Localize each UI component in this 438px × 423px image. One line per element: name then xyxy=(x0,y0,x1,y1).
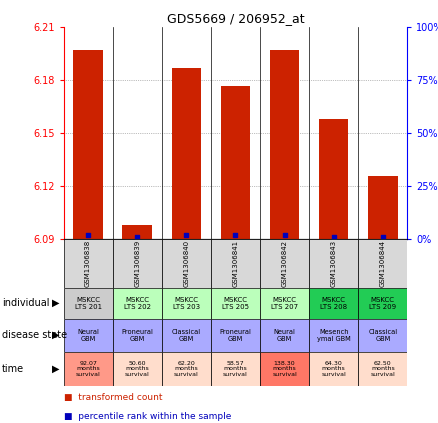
Bar xyxy=(358,319,407,352)
Text: Proneural
GBM: Proneural GBM xyxy=(121,329,153,341)
Text: ▶: ▶ xyxy=(52,364,59,374)
Text: GSM1306842: GSM1306842 xyxy=(282,240,287,287)
Bar xyxy=(211,288,260,319)
Bar xyxy=(211,239,260,288)
Bar xyxy=(358,352,407,386)
Bar xyxy=(368,176,398,239)
Text: MSKCC
LTS 208: MSKCC LTS 208 xyxy=(320,297,347,310)
Bar xyxy=(309,288,358,319)
Text: ▶: ▶ xyxy=(52,330,59,340)
Text: 62.20
months
survival: 62.20 months survival xyxy=(174,360,199,377)
Text: Neural
GBM: Neural GBM xyxy=(77,329,99,341)
Text: GSM1306839: GSM1306839 xyxy=(134,240,140,287)
Text: ▶: ▶ xyxy=(52,298,59,308)
Bar xyxy=(319,119,348,239)
Text: Mesench
ymal GBM: Mesench ymal GBM xyxy=(317,329,350,341)
Bar xyxy=(172,68,201,239)
Text: GSM1306844: GSM1306844 xyxy=(380,240,386,287)
Text: ■  percentile rank within the sample: ■ percentile rank within the sample xyxy=(64,412,231,420)
Point xyxy=(379,233,386,240)
Bar xyxy=(260,352,309,386)
Bar xyxy=(113,352,162,386)
Text: 50.60
months
survival: 50.60 months survival xyxy=(125,360,149,377)
Point xyxy=(134,233,141,240)
Text: time: time xyxy=(2,364,25,374)
Bar xyxy=(113,288,162,319)
Bar xyxy=(270,50,299,239)
Bar xyxy=(211,352,260,386)
Text: GSM1306840: GSM1306840 xyxy=(184,240,189,287)
Point xyxy=(183,231,190,238)
Bar xyxy=(162,288,211,319)
Bar xyxy=(358,288,407,319)
Text: MSKCC
LTS 201: MSKCC LTS 201 xyxy=(74,297,102,310)
Bar xyxy=(309,352,358,386)
Bar xyxy=(162,239,211,288)
Bar xyxy=(64,239,113,288)
Bar xyxy=(221,86,250,239)
Text: individual: individual xyxy=(2,298,49,308)
Bar xyxy=(73,50,103,239)
Text: ■  transformed count: ■ transformed count xyxy=(64,393,162,401)
Text: MSKCC
LTS 203: MSKCC LTS 203 xyxy=(173,297,200,310)
Point xyxy=(85,231,92,238)
Text: MSKCC
LTS 205: MSKCC LTS 205 xyxy=(222,297,249,310)
Bar xyxy=(64,352,113,386)
Text: GSM1306843: GSM1306843 xyxy=(331,240,337,287)
Bar xyxy=(64,319,113,352)
Bar xyxy=(260,319,309,352)
Point xyxy=(330,233,337,240)
Bar xyxy=(123,225,152,239)
Title: GDS5669 / 206952_at: GDS5669 / 206952_at xyxy=(166,12,304,25)
Text: MSKCC
LTS 207: MSKCC LTS 207 xyxy=(271,297,298,310)
Bar xyxy=(162,319,211,352)
Bar xyxy=(260,288,309,319)
Text: 58.57
months
survival: 58.57 months survival xyxy=(223,360,248,377)
Bar xyxy=(309,239,358,288)
Text: MSKCC
LTS 202: MSKCC LTS 202 xyxy=(124,297,151,310)
Bar xyxy=(260,239,309,288)
Text: GSM1306841: GSM1306841 xyxy=(233,240,238,287)
Bar xyxy=(309,319,358,352)
Text: 62.50
months
survival: 62.50 months survival xyxy=(371,360,395,377)
Bar xyxy=(64,288,113,319)
Bar xyxy=(211,319,260,352)
Text: Proneural
GBM: Proneural GBM xyxy=(219,329,251,341)
Text: 64.30
months
survival: 64.30 months survival xyxy=(321,360,346,377)
Point xyxy=(281,231,288,238)
Point xyxy=(232,231,239,238)
Text: disease state: disease state xyxy=(2,330,67,340)
Text: Neural
GBM: Neural GBM xyxy=(274,329,296,341)
Text: 92.07
months
survival: 92.07 months survival xyxy=(76,360,100,377)
Text: MSKCC
LTS 209: MSKCC LTS 209 xyxy=(369,297,396,310)
Text: Classical
GBM: Classical GBM xyxy=(368,329,397,341)
Bar xyxy=(113,239,162,288)
Bar xyxy=(113,319,162,352)
Text: 138.30
months
survival: 138.30 months survival xyxy=(272,360,297,377)
Bar xyxy=(162,352,211,386)
Text: GSM1306838: GSM1306838 xyxy=(85,240,91,287)
Bar xyxy=(358,239,407,288)
Text: Classical
GBM: Classical GBM xyxy=(172,329,201,341)
